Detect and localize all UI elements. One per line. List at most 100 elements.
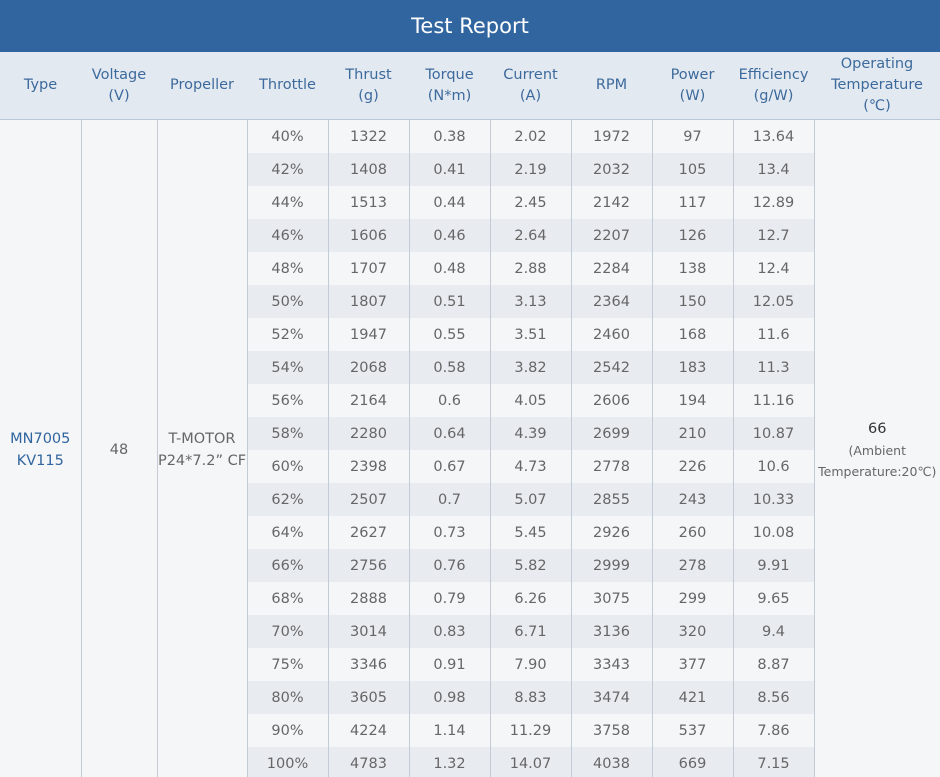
efficiency-cell: 12.7 [732, 219, 814, 252]
current-cell: 3.51 [489, 318, 571, 351]
power-cell: 226 [651, 450, 733, 483]
rpm-cell: 2460 [570, 318, 652, 351]
operating-temperature-cell: 66 (Ambient Temperature:20℃) [813, 119, 940, 777]
efficiency-cell: 11.6 [732, 318, 814, 351]
throttle-cell: 66% [246, 549, 328, 582]
thrust-cell: 2756 [327, 549, 409, 582]
column-header-line: Efficiency [738, 66, 809, 83]
table-body: MN7005 KV115 48 T-MOTOR P24*7.2” CF 40% 1322 0.… [0, 119, 940, 777]
thrust-cell: 4783 [327, 747, 409, 777]
throttle-cell: 42% [246, 153, 328, 186]
efficiency-cell: 9.4 [732, 615, 814, 648]
throttle-cell: 54% [246, 351, 328, 384]
column-header-line: Torque [425, 66, 474, 83]
column-header-voltage: Voltage (V) [81, 52, 157, 120]
column-header-line: (V) [108, 87, 130, 104]
rpm-cell: 3474 [570, 681, 652, 714]
current-cell: 11.29 [489, 714, 571, 747]
current-cell: 3.13 [489, 285, 571, 318]
efficiency-cell: 12.4 [732, 252, 814, 285]
column-header-line: Voltage [91, 66, 147, 83]
efficiency-cell: 9.91 [732, 549, 814, 582]
efficiency-cell: 10.87 [732, 417, 814, 450]
column-header-type: Type [0, 52, 81, 120]
current-cell: 2.45 [489, 186, 571, 219]
power-cell: 183 [651, 351, 733, 384]
table-row: 70% 3014 0.83 6.71 3136 320 9.4 [0, 615, 940, 648]
table-row: 48% 1707 0.48 2.88 2284 138 12.4 [0, 252, 940, 285]
torque-cell: 0.44 [408, 186, 490, 219]
thrust-cell: 2164 [327, 384, 409, 417]
column-header-current: Current (A) [490, 52, 571, 120]
motor-type-cell: MN7005 KV115 [0, 119, 81, 777]
thrust-cell: 1408 [327, 153, 409, 186]
efficiency-cell: 10.33 [732, 483, 814, 516]
torque-cell: 0.83 [408, 615, 490, 648]
column-header-line: (g) [358, 87, 379, 104]
rpm-cell: 2606 [570, 384, 652, 417]
throttle-cell: 44% [246, 186, 328, 219]
table-row: 46% 1606 0.46 2.64 2207 126 12.7 [0, 219, 940, 252]
rpm-cell: 2699 [570, 417, 652, 450]
current-cell: 14.07 [489, 747, 571, 777]
column-header-line: Current [503, 66, 558, 83]
thrust-cell: 2507 [327, 483, 409, 516]
throttle-cell: 50% [246, 285, 328, 318]
rpm-cell: 2778 [570, 450, 652, 483]
torque-cell: 1.14 [408, 714, 490, 747]
thrust-cell: 1947 [327, 318, 409, 351]
torque-cell: 0.67 [408, 450, 490, 483]
test-report-table: Type Voltage (V) Propeller Throttle Thrust (g)… [0, 52, 940, 777]
throttle-cell: 90% [246, 714, 328, 747]
report-title: Test Report [0, 0, 940, 52]
table-header-row: Type Voltage (V) Propeller Throttle Thrust (g)… [0, 52, 940, 120]
rpm-cell: 3343 [570, 648, 652, 681]
rpm-cell: 2542 [570, 351, 652, 384]
column-header-line: (g/W) [753, 87, 794, 104]
propeller-cell: T-MOTOR P24*7.2” CF [156, 119, 247, 777]
current-cell: 6.71 [489, 615, 571, 648]
motor-kv-line: KV115 [16, 453, 64, 469]
thrust-cell: 4224 [327, 714, 409, 747]
throttle-cell: 68% [246, 582, 328, 615]
column-header-line: Propeller [169, 77, 235, 93]
current-cell: 2.02 [489, 119, 571, 153]
torque-cell: 0.76 [408, 549, 490, 582]
table-row: 80% 3605 0.98 8.83 3474 421 8.56 [0, 681, 940, 714]
power-cell: 299 [651, 582, 733, 615]
torque-cell: 0.73 [408, 516, 490, 549]
current-cell: 7.90 [489, 648, 571, 681]
table-row: 64% 2627 0.73 5.45 2926 260 10.08 [0, 516, 940, 549]
throttle-cell: 56% [246, 384, 328, 417]
thrust-cell: 2627 [327, 516, 409, 549]
power-cell: 194 [651, 384, 733, 417]
torque-cell: 0.38 [408, 119, 490, 153]
rpm-cell: 2142 [570, 186, 652, 219]
power-cell: 168 [651, 318, 733, 351]
column-header-power: Power (W) [652, 52, 733, 120]
power-cell: 421 [651, 681, 733, 714]
thrust-cell: 3346 [327, 648, 409, 681]
column-header-line: Type [23, 77, 58, 93]
propeller-model-line: P24*7.2” CF [157, 453, 247, 469]
current-cell: 4.05 [489, 384, 571, 417]
rpm-cell: 2926 [570, 516, 652, 549]
power-cell: 117 [651, 186, 733, 219]
torque-cell: 0.55 [408, 318, 490, 351]
thrust-cell: 3605 [327, 681, 409, 714]
efficiency-cell: 11.16 [732, 384, 814, 417]
rpm-cell: 2999 [570, 549, 652, 582]
efficiency-cell: 11.3 [732, 351, 814, 384]
torque-cell: 0.46 [408, 219, 490, 252]
column-header-thrust: Thrust (g) [328, 52, 409, 120]
current-cell: 2.88 [489, 252, 571, 285]
rpm-cell: 3136 [570, 615, 652, 648]
efficiency-cell: 13.64 [732, 119, 814, 153]
column-header-line: (W) [679, 87, 706, 104]
power-cell: 377 [651, 648, 733, 681]
thrust-cell: 2398 [327, 450, 409, 483]
table-row: 75% 3346 0.91 7.90 3343 377 8.87 [0, 648, 940, 681]
thrust-cell: 2280 [327, 417, 409, 450]
current-cell: 4.73 [489, 450, 571, 483]
thrust-cell: 1707 [327, 252, 409, 285]
